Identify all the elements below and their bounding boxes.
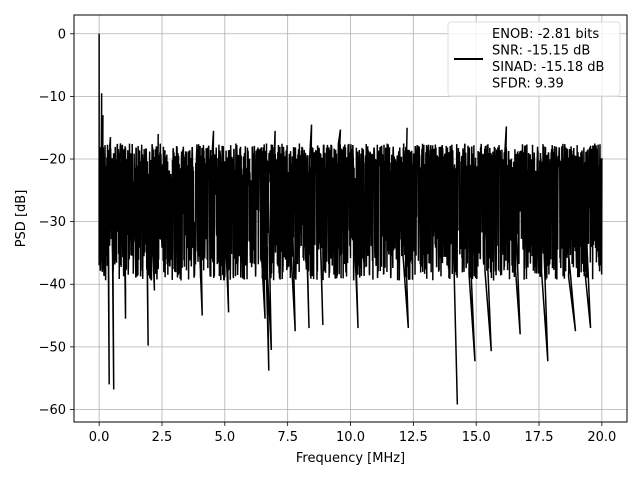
legend-line-enob: ENOB: -2.81 bits (492, 27, 599, 42)
legend-line-sfdr: SFDR: 9.39 (492, 77, 564, 92)
y-tick-label: −40 (39, 278, 66, 293)
legend-line-sinad: SINAD: -15.18 dB (492, 60, 604, 75)
x-tick-label: 2.5 (152, 430, 173, 445)
x-tick-label: 12.5 (399, 430, 428, 445)
psd-line (98, 33, 603, 405)
x-tick-label: 20.0 (587, 430, 616, 445)
y-axis-label: PSD [dB] (14, 190, 29, 248)
y-tick-label: 0 (58, 27, 66, 42)
x-axis-label: Frequency [MHz] (296, 451, 405, 466)
psd-series (98, 33, 603, 405)
legend-box (447, 21, 621, 97)
y-tick-label: −60 (39, 403, 66, 418)
y-tick-label: −50 (39, 340, 66, 355)
x-tick-label: 17.5 (525, 430, 554, 445)
x-tick-label: 10.0 (336, 430, 365, 445)
legend: ENOB: -2.81 bits SNR: -15.15 dB SINAD: -… (447, 21, 621, 97)
axis-ticks: 0.0 2.5 5.0 7.5 10.0 12.5 15.0 17.5 20.0 0 −10 −20 −… (39, 27, 617, 445)
x-tick-label: 15.0 (462, 430, 491, 445)
y-tick-label: −10 (39, 90, 66, 105)
x-tick-label: 0.0 (89, 430, 110, 445)
y-tick-label: −20 (39, 153, 66, 168)
legend-line-snr: SNR: -15.15 dB (492, 44, 590, 59)
x-tick-label: 5.0 (214, 430, 235, 445)
x-tick-label: 7.5 (277, 430, 298, 445)
y-tick-label: −30 (39, 215, 66, 230)
